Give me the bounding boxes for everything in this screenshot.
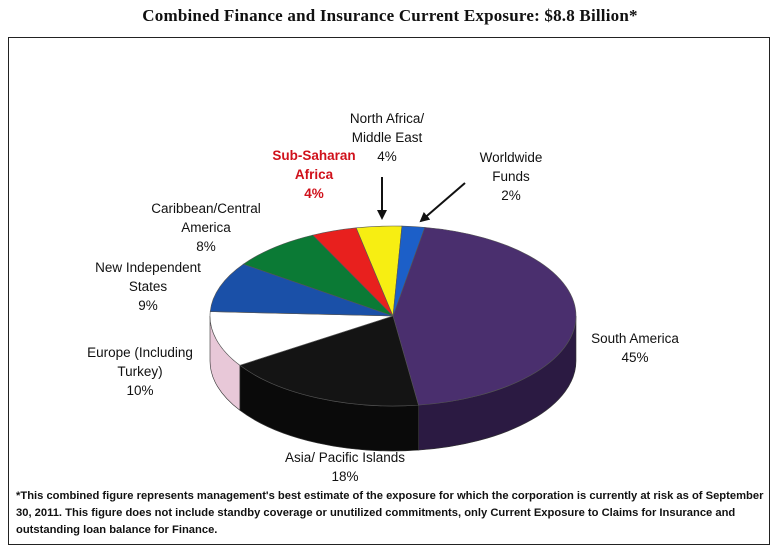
slice-label-asia-pacific-islands: Asia/ Pacific Islands 18% xyxy=(285,450,405,484)
worldwide-funds-arrow xyxy=(419,182,466,223)
slice-label-europe-including-turkey: Europe (Including Turkey) 10% xyxy=(87,345,193,398)
footnote: *This combined figure represents managem… xyxy=(16,490,764,536)
pie-sides xyxy=(209,315,577,452)
pie-slice-south-america xyxy=(392,227,577,406)
slice-label-caribbean-central-america: Caribbean/Central America 8% xyxy=(151,201,261,254)
slice-label-north-africa-middle-east: North Africa/Middle East 4% xyxy=(350,111,425,164)
pie-slice-europe-including-turkey xyxy=(209,311,394,366)
chart-title: Combined Finance and Insurance Current E… xyxy=(142,6,638,25)
pie-slice-new-independent-states xyxy=(209,263,394,317)
pie-slice-asia-pacific-islands xyxy=(239,315,419,407)
pie-slice-caribbean-central-america xyxy=(242,234,394,317)
slice-labels: South America 45% Asia/ Pacific Islands 18%… xyxy=(87,111,679,484)
slice-label-new-independent-states: New Independent States 9% xyxy=(95,260,201,313)
chart-frame xyxy=(8,37,770,545)
slice-label-worldwide-funds: Worldwide Funds 2% xyxy=(480,150,543,203)
pie-slice-worldwide-funds xyxy=(392,225,426,317)
slice-label-sub-saharan-africa: Sub-Saharan Africa 4% xyxy=(272,148,355,201)
pie-slices xyxy=(209,225,577,407)
slice-label-south-america: South America 45% xyxy=(591,331,679,365)
